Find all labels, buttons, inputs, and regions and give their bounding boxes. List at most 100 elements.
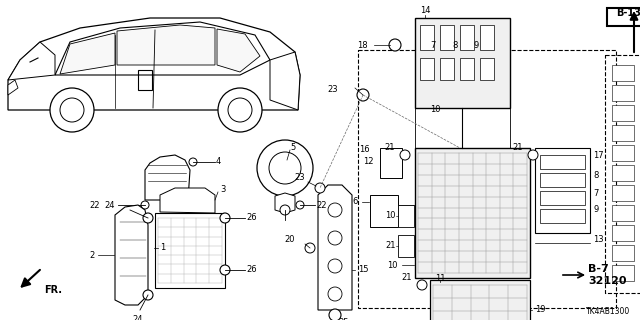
Circle shape: [228, 98, 252, 122]
Polygon shape: [217, 29, 260, 72]
Polygon shape: [8, 42, 55, 80]
Circle shape: [280, 205, 290, 215]
Circle shape: [220, 265, 230, 275]
Bar: [607, 8, 640, 26]
Text: 12: 12: [364, 157, 374, 166]
Text: 13: 13: [593, 236, 604, 244]
Circle shape: [305, 243, 315, 253]
Circle shape: [328, 287, 342, 301]
Circle shape: [357, 89, 369, 101]
Text: 10: 10: [385, 212, 396, 220]
Text: 5: 5: [290, 143, 295, 153]
Text: 1: 1: [160, 244, 165, 252]
Bar: [380, 148, 402, 178]
Text: B-13-1: B-13-1: [616, 8, 640, 18]
Bar: [612, 65, 634, 81]
Text: 10: 10: [430, 106, 440, 115]
Bar: [540, 155, 585, 169]
Text: 3: 3: [220, 186, 225, 195]
Text: 23: 23: [328, 85, 338, 94]
Text: 22: 22: [316, 201, 326, 210]
Bar: [440, 25, 454, 50]
Bar: [155, 213, 225, 288]
Text: 21: 21: [385, 143, 395, 153]
Text: 16: 16: [360, 146, 370, 155]
Circle shape: [400, 150, 410, 160]
Circle shape: [143, 213, 153, 223]
Circle shape: [417, 280, 427, 290]
Bar: [138, 70, 152, 90]
Bar: [358, 50, 616, 308]
Circle shape: [141, 201, 149, 209]
Text: 21: 21: [401, 274, 412, 283]
Text: 26: 26: [246, 266, 257, 275]
Polygon shape: [8, 80, 18, 95]
Text: B-7
32120: B-7 32120: [588, 264, 627, 286]
Circle shape: [389, 39, 401, 51]
Bar: [612, 105, 634, 121]
Text: 21: 21: [513, 143, 523, 153]
Bar: [398, 235, 414, 257]
Bar: [612, 225, 634, 241]
Bar: [430, 280, 530, 320]
Bar: [420, 25, 434, 50]
Polygon shape: [55, 22, 270, 75]
Text: 17: 17: [593, 150, 604, 159]
Circle shape: [189, 158, 197, 166]
Bar: [540, 209, 585, 223]
Circle shape: [143, 290, 153, 300]
Text: 8: 8: [593, 171, 598, 180]
Polygon shape: [115, 205, 148, 305]
Polygon shape: [275, 193, 295, 213]
Circle shape: [328, 259, 342, 273]
Bar: [612, 145, 634, 161]
Bar: [460, 58, 474, 80]
Text: 24: 24: [132, 315, 143, 320]
Bar: [612, 245, 634, 261]
Bar: [612, 125, 634, 141]
Text: 15: 15: [358, 266, 369, 275]
Bar: [612, 265, 634, 281]
Text: 18: 18: [357, 41, 368, 50]
Text: 19: 19: [535, 306, 545, 315]
Circle shape: [220, 213, 230, 223]
Polygon shape: [318, 185, 352, 310]
Text: 6: 6: [353, 197, 358, 206]
Circle shape: [315, 183, 325, 193]
Circle shape: [296, 201, 304, 209]
Text: 24: 24: [104, 202, 115, 211]
Text: 4: 4: [216, 157, 221, 166]
Bar: [612, 185, 634, 201]
Bar: [370, 195, 398, 227]
Circle shape: [50, 88, 94, 132]
Polygon shape: [160, 188, 215, 213]
Bar: [535, 148, 590, 233]
Bar: [540, 173, 585, 187]
Polygon shape: [145, 155, 190, 200]
Text: 8: 8: [452, 41, 458, 50]
Text: 9: 9: [593, 205, 598, 214]
Polygon shape: [117, 25, 215, 65]
Circle shape: [257, 140, 313, 196]
Bar: [480, 25, 494, 50]
Circle shape: [218, 88, 262, 132]
Bar: [398, 205, 414, 227]
Polygon shape: [60, 33, 115, 74]
Text: FR.: FR.: [44, 285, 62, 295]
Circle shape: [60, 98, 84, 122]
Bar: [480, 58, 494, 80]
Text: 14: 14: [420, 6, 431, 15]
Text: 25: 25: [338, 318, 349, 320]
Circle shape: [528, 150, 538, 160]
Bar: [612, 205, 634, 221]
Text: 23: 23: [294, 173, 305, 182]
Polygon shape: [270, 52, 300, 110]
Bar: [440, 58, 454, 80]
Circle shape: [328, 203, 342, 217]
Bar: [540, 191, 585, 205]
Text: 22: 22: [90, 201, 100, 210]
Text: TK4AB1300: TK4AB1300: [586, 307, 630, 316]
Bar: [612, 85, 634, 101]
Polygon shape: [8, 18, 300, 110]
Circle shape: [269, 152, 301, 184]
